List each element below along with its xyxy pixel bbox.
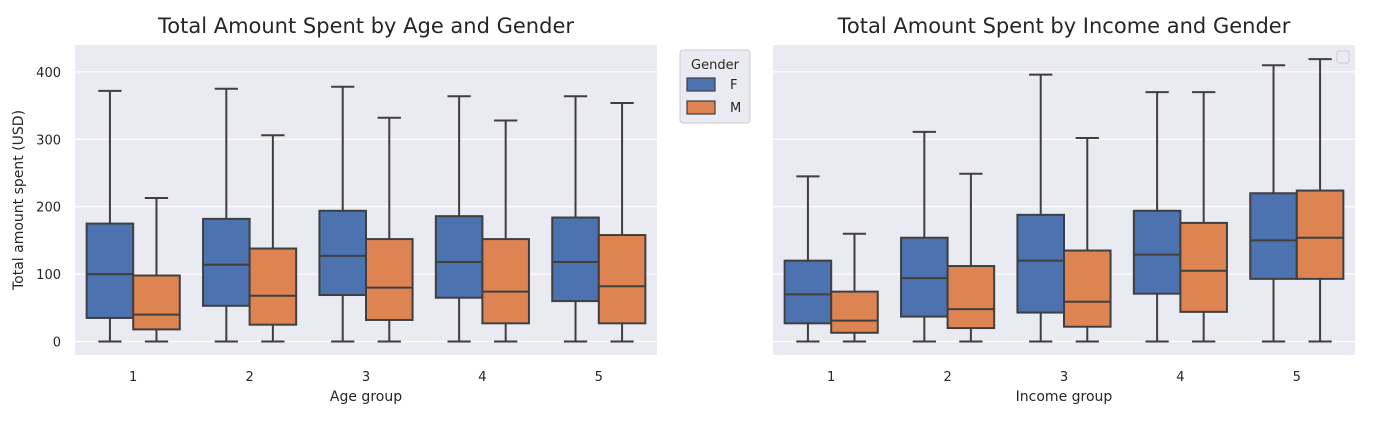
box-body — [1063, 249, 1112, 328]
legend-gender[interactable]: Gender F M — [679, 49, 751, 124]
box-m-3 — [365, 116, 414, 343]
age-gender-chart: 0 100 200 300 400 1 2 3 4 5 Total Amount Spent by… — [11, 14, 657, 405]
legend-label-f: F — [730, 78, 737, 93]
box-body — [318, 209, 368, 297]
ticks-age: 0 100 200 300 400 1 2 3 4 5 — [36, 66, 603, 385]
y-tick-label: 200 — [36, 201, 61, 216]
box-m-2 — [946, 172, 996, 343]
box-body — [434, 215, 484, 299]
y-tick-label: 400 — [36, 66, 61, 81]
box-m-4 — [1179, 91, 1228, 343]
box-m-1 — [132, 196, 181, 343]
legend-title: Gender — [691, 58, 740, 73]
y-tick-label: 300 — [36, 133, 61, 148]
box-body — [85, 222, 135, 319]
box-f-2 — [202, 87, 251, 343]
ticks-income: 1 2 3 4 5 — [827, 370, 1301, 385]
x-axis-label-age: Age group — [330, 389, 402, 405]
box-body — [1249, 192, 1298, 280]
x-tick-label: 3 — [362, 370, 370, 385]
box-body — [946, 265, 996, 330]
box-f-4 — [1132, 91, 1182, 343]
x-tick-label: 2 — [245, 370, 253, 385]
box-f-1 — [783, 175, 833, 343]
box-body — [783, 259, 833, 325]
box-f-4 — [434, 95, 484, 343]
legend-swatch-m — [686, 100, 716, 115]
box-m-2 — [248, 134, 298, 343]
box-m-4 — [481, 119, 530, 343]
box-m-3 — [1063, 137, 1112, 343]
box-body — [1016, 213, 1066, 314]
y-tick-label: 0 — [53, 336, 61, 351]
box-f-3 — [318, 85, 368, 343]
income-gender-chart: 1 2 3 4 5 Total Amount Spent by Income and G… — [773, 14, 1355, 405]
box-body — [481, 238, 530, 325]
box-body — [900, 236, 949, 318]
box-body — [1295, 189, 1345, 280]
x-tick-label: 5 — [595, 370, 603, 385]
y-tick-label: 100 — [36, 268, 61, 283]
box-m-5 — [597, 101, 647, 343]
legend-label-m: M — [730, 101, 741, 116]
box-body — [365, 238, 414, 321]
box-body — [597, 234, 647, 325]
y-axis-label-age: Total amount spent (USD) — [11, 110, 27, 291]
box-f-5 — [551, 95, 600, 343]
chart-title-age: Total Amount Spent by Age and Gender — [157, 14, 574, 38]
box-body — [202, 217, 251, 307]
x-tick-label: 3 — [1060, 370, 1068, 385]
box-f-3 — [1016, 73, 1066, 343]
boxes-age — [85, 85, 647, 343]
x-tick-label: 4 — [478, 370, 486, 385]
box-body — [830, 290, 879, 334]
box-body — [1132, 209, 1182, 295]
x-tick-label: 1 — [827, 370, 835, 385]
box-body — [1179, 221, 1228, 313]
box-body — [551, 216, 600, 303]
box-m-1 — [830, 232, 879, 343]
x-tick-label: 4 — [1176, 370, 1184, 385]
box-f-1 — [85, 89, 135, 343]
boxes-income — [783, 58, 1345, 343]
box-m-5 — [1295, 58, 1345, 343]
legend-swatch-f — [686, 77, 716, 92]
box-f-5 — [1249, 64, 1298, 343]
chart-title-income: Total Amount Spent by Income and Gender — [837, 14, 1291, 38]
x-tick-label: 2 — [943, 370, 951, 385]
x-axis-label-income: Income group — [1016, 389, 1113, 405]
box-body — [248, 247, 298, 326]
box-body — [132, 274, 181, 331]
empty-legend-box[interactable] — [1336, 50, 1350, 64]
x-tick-label: 5 — [1293, 370, 1301, 385]
x-tick-label: 1 — [129, 370, 137, 385]
